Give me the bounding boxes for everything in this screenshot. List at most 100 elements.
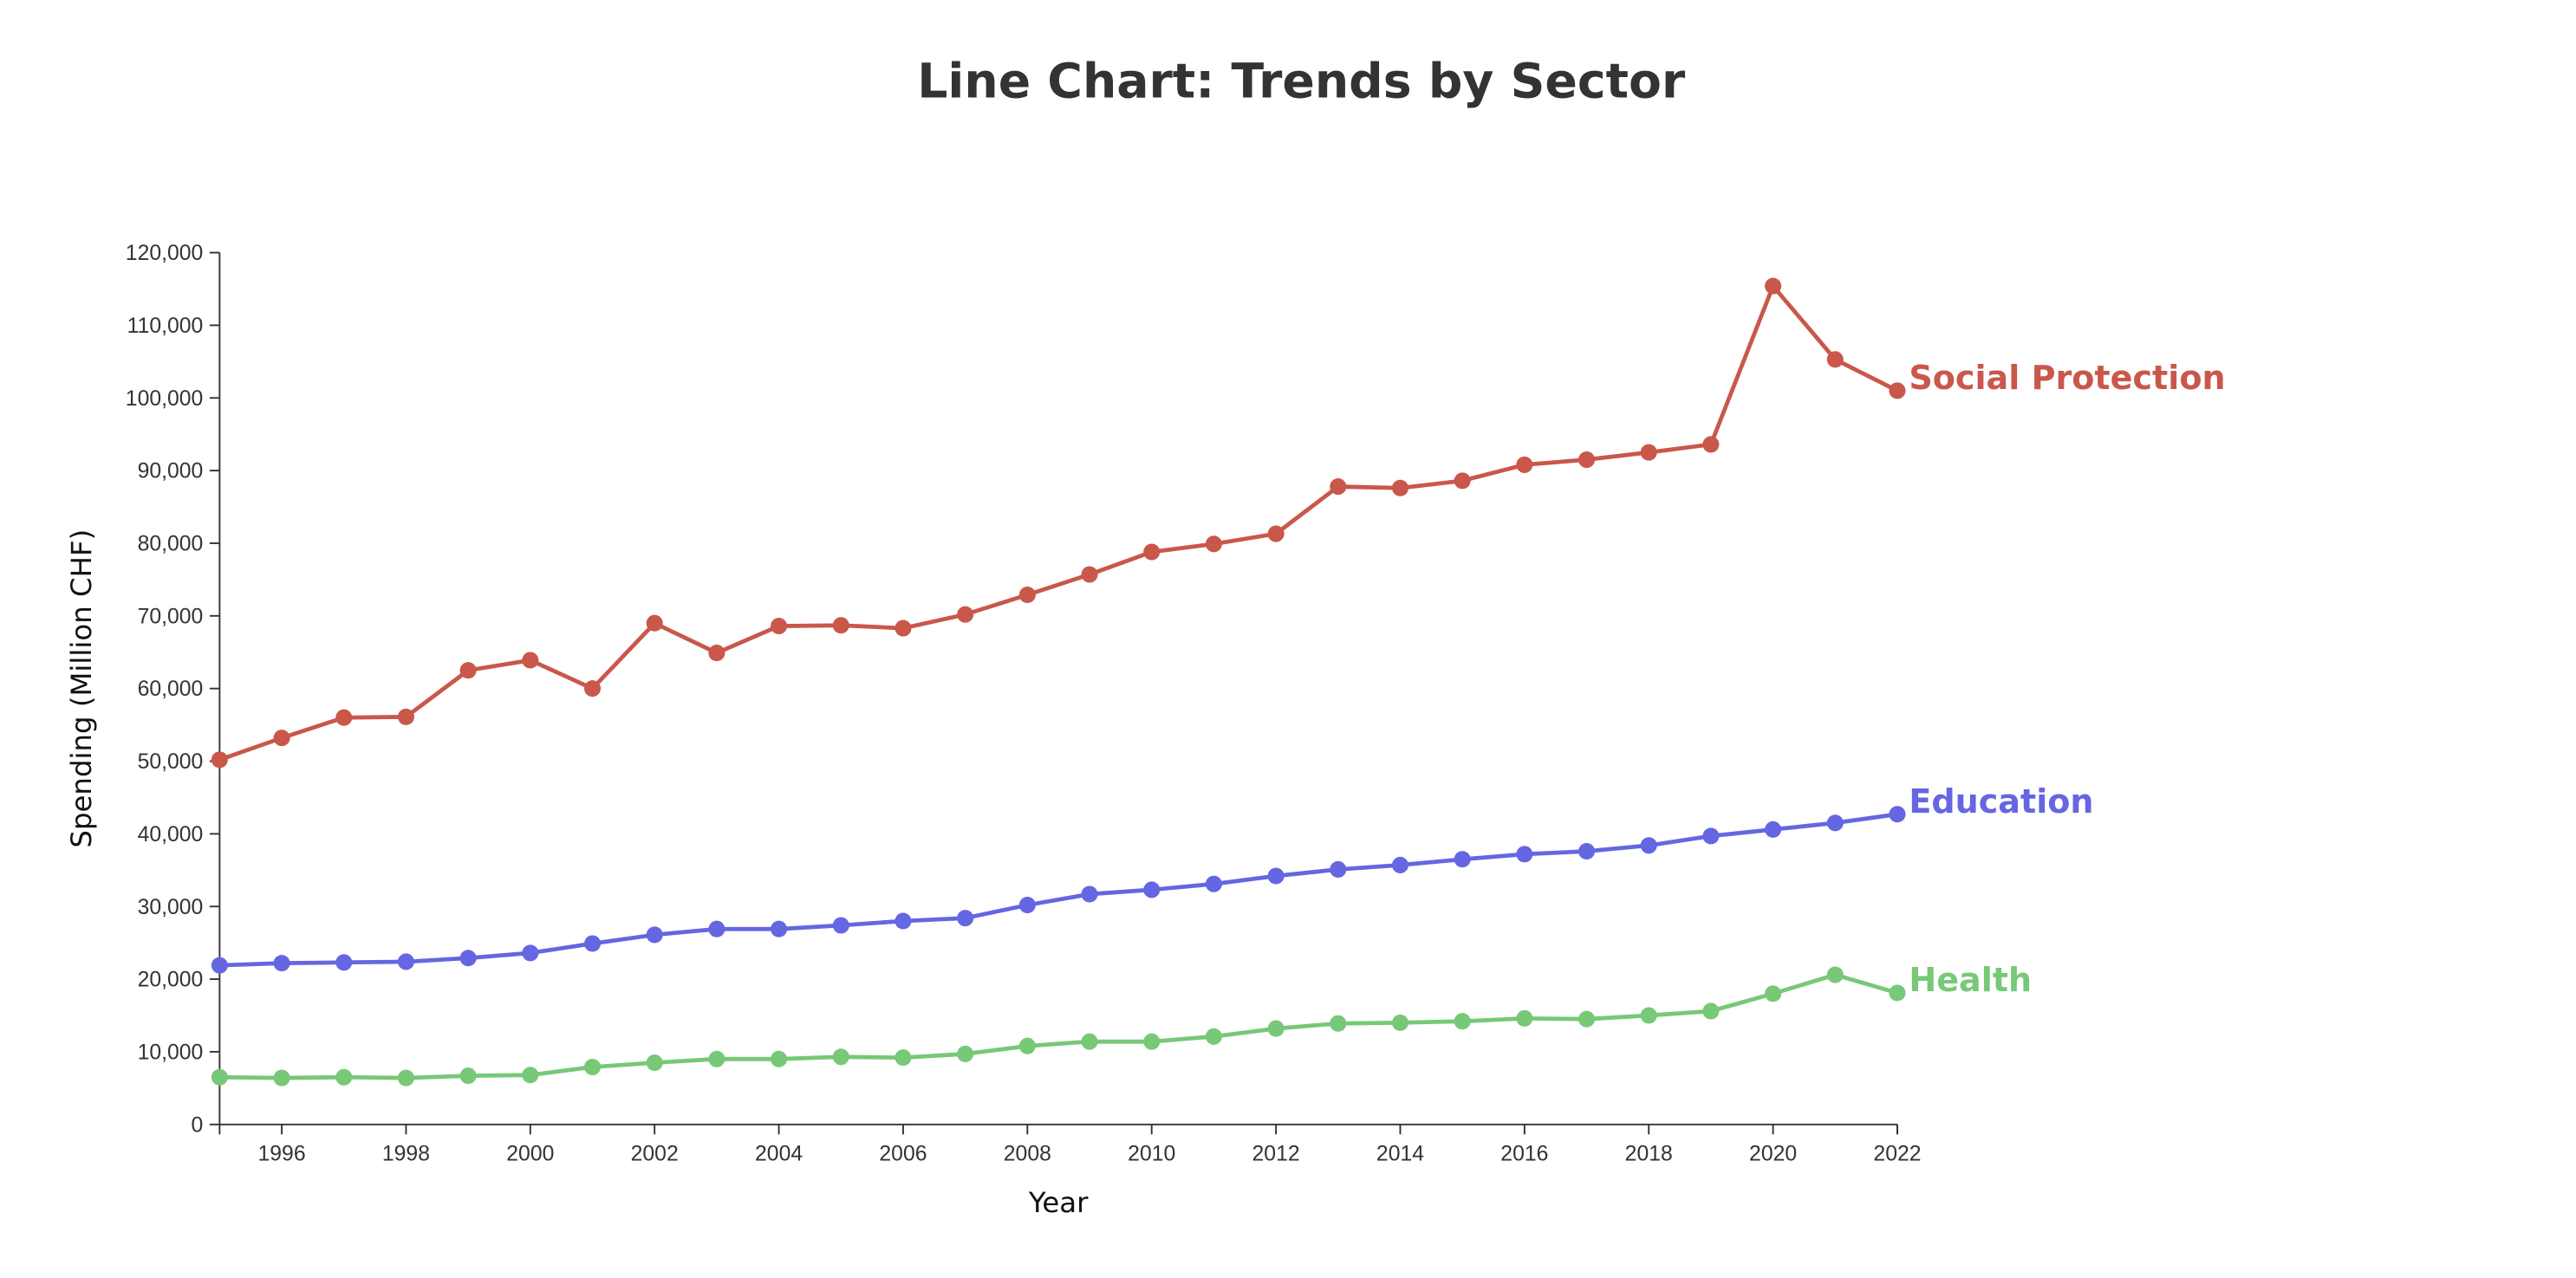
data-point	[1205, 875, 1222, 892]
data-point	[583, 935, 602, 952]
data-point	[522, 652, 539, 669]
x-tick-label: 2016	[1500, 1143, 1548, 1166]
data-point	[583, 680, 602, 697]
data-point	[1702, 827, 1720, 845]
y-tick-label: 0	[192, 1113, 204, 1137]
y-tick-label: 40,000	[138, 823, 204, 847]
data-point	[957, 1045, 974, 1062]
data-point	[771, 1050, 788, 1067]
data-point	[583, 1059, 602, 1076]
data-point	[1330, 860, 1347, 878]
data-point	[1765, 821, 1782, 838]
data-point	[1391, 856, 1409, 873]
data-point	[1143, 1033, 1161, 1050]
x-tick-label: 2020	[1749, 1143, 1797, 1166]
x-tick-label: 2008	[1004, 1143, 1051, 1166]
y-tick-label: 10,000	[138, 1041, 204, 1064]
chart-title: Line Chart: Trends by Sector	[917, 54, 1686, 109]
data-point	[1702, 436, 1720, 453]
series-social-protection: Social Protection	[211, 277, 2226, 769]
data-point	[397, 953, 414, 970]
data-point	[1516, 456, 1533, 473]
y-tick-label: 30,000	[138, 896, 204, 919]
data-point	[522, 944, 539, 962]
y-tick-label: 120,000	[126, 242, 204, 265]
data-point	[1889, 984, 1906, 1002]
x-axis-label: Year	[1028, 1186, 1089, 1219]
data-point	[1826, 966, 1844, 983]
x-tick-label: 2002	[631, 1143, 679, 1166]
data-point	[1889, 382, 1906, 399]
x-tick-label: 1996	[258, 1143, 306, 1166]
series-health: Health	[211, 961, 2032, 1087]
data-point	[335, 1068, 353, 1086]
data-point	[397, 708, 414, 725]
data-point	[1081, 1033, 1098, 1050]
data-point	[1330, 1015, 1347, 1032]
data-point	[1081, 566, 1098, 583]
series-line-social-protection	[218, 283, 1900, 762]
y-tick-label: 80,000	[138, 533, 204, 556]
data-point	[1826, 351, 1844, 368]
data-point	[1391, 1014, 1409, 1031]
data-point	[1205, 1028, 1222, 1045]
data-point	[1205, 535, 1222, 553]
series-line-health	[218, 972, 1900, 1080]
data-point	[1143, 881, 1161, 898]
data-point	[1640, 837, 1657, 854]
x-tick-label: 2006	[879, 1143, 927, 1166]
data-point	[1330, 478, 1347, 496]
data-point	[1702, 1002, 1720, 1020]
y-tick-label: 60,000	[138, 678, 204, 701]
data-point	[397, 1069, 414, 1087]
y-tick-label: 20,000	[138, 969, 204, 992]
data-point	[211, 957, 228, 974]
x-axis: 1996 1998 2000 2002 2004 2006 2008 2010 2012 2014…	[219, 1123, 1922, 1166]
x-tick-label: 2022	[1873, 1143, 1921, 1166]
y-axis: 0 10,000 20,000 30,000 40,000 50,000 60,000 70,…	[126, 242, 221, 1137]
data-point	[832, 1048, 849, 1066]
data-point	[708, 645, 725, 662]
data-point	[1454, 851, 1471, 868]
data-point	[708, 920, 725, 937]
x-tick-label: 2010	[1128, 1143, 1175, 1166]
data-point	[335, 954, 353, 971]
data-point	[1454, 472, 1471, 490]
data-point	[1143, 543, 1161, 561]
series-label-health: Health	[1909, 961, 2032, 999]
series-layer: Social Protection Education Health	[211, 277, 2226, 1087]
series-education: Education	[211, 782, 2094, 974]
data-point	[1765, 985, 1782, 1002]
series-label-education: Education	[1909, 782, 2093, 821]
data-point	[1081, 886, 1098, 903]
data-point	[1578, 451, 1596, 469]
data-point	[273, 730, 290, 747]
data-point	[646, 1054, 663, 1072]
data-point	[1267, 867, 1285, 885]
series-line-education	[218, 812, 1900, 968]
x-tick-label: 2018	[1625, 1143, 1673, 1166]
data-point	[1018, 586, 1036, 604]
data-point	[894, 912, 912, 930]
data-point	[1578, 842, 1596, 860]
x-tick-label: 1998	[382, 1143, 430, 1166]
data-point	[459, 1067, 477, 1085]
data-point	[1765, 277, 1782, 295]
data-point	[708, 1050, 725, 1067]
series-label-social-protection: Social Protection	[1909, 359, 2225, 397]
y-tick-label: 110,000	[127, 315, 204, 338]
data-point	[1640, 1007, 1657, 1024]
data-point	[335, 709, 353, 726]
data-point	[459, 950, 477, 967]
x-tick-label: 2000	[506, 1143, 554, 1166]
data-point	[646, 926, 663, 944]
y-axis-label: Spending (Million CHF)	[65, 529, 98, 848]
data-point	[459, 662, 477, 679]
data-point	[273, 1069, 290, 1087]
data-point	[1516, 846, 1533, 863]
data-point	[957, 910, 974, 927]
data-point	[1516, 1009, 1533, 1027]
data-point	[832, 617, 849, 634]
data-point	[1640, 444, 1657, 461]
